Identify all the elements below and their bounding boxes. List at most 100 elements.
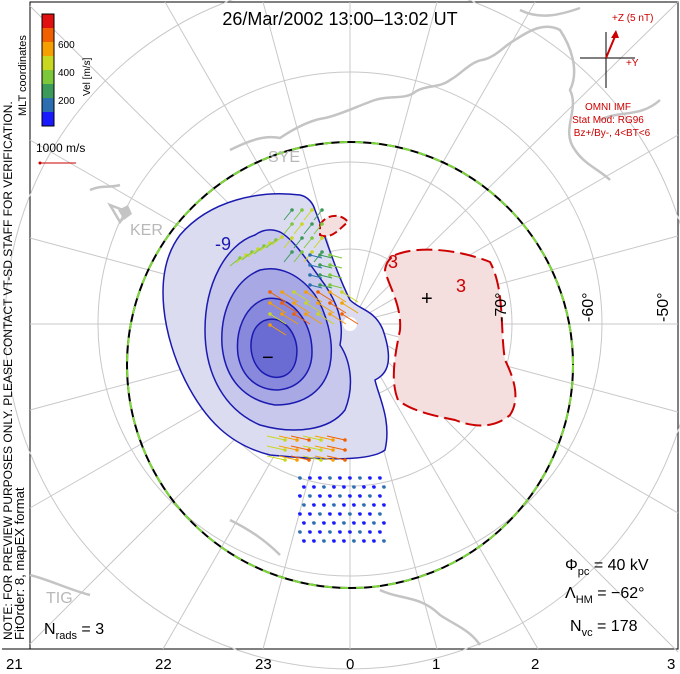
velocity-vector-146 [265,239,277,249]
velocity-vector-132 [319,264,333,269]
velocity-vector-90 [269,291,287,303]
velocity-vector-dot-129 [318,253,322,257]
velocity-vector-111 [269,324,287,336]
velocity-vector-dot-112 [290,208,294,212]
velocity-vector-147 [271,236,283,246]
velocity-vector-dot-31 [342,503,346,507]
velocity-vector-116 [283,223,293,235]
velocity-vector-136 [329,274,343,279]
velocity-vector-dot-120 [290,236,294,240]
velocity-vector-dot-71 [382,539,386,543]
imf-z-label: +Z (5 nT) [612,13,653,24]
velocity-vector-dot-80 [307,448,311,452]
velocity-vector-75 [302,435,322,441]
colorbar-seg-7 [42,14,54,28]
velocity-vector-dot-64 [312,539,316,543]
velocity-vector-dot-110 [340,312,344,316]
colorbar-tick-400: 400 [58,68,75,79]
velocity-vector-dot-85 [295,458,299,462]
coast-antarctic-peninsula [229,38,516,152]
velocity-vector-119 [313,223,323,235]
contour-neg-5 [250,318,298,379]
velocity-vector-dot-107 [304,312,308,316]
coast-north-east [519,6,661,122]
colorbar-title: Vel [m/s] [82,57,93,96]
velocity-vector-dot-20 [318,494,322,498]
hm-boundary-green [126,141,574,589]
velocity-vector-dot-81 [319,448,323,452]
contour-pos-1 [383,248,517,427]
velocity-vector-dot-0 [298,476,302,480]
velocity-vector-138 [319,284,333,289]
velocity-vector-dot-97 [268,301,272,305]
velocity-vector-92 [293,291,311,303]
vector-scale-label: 1000 m/s [36,141,85,155]
velocity-vector-dot-77 [343,438,347,442]
colorbar: 600 400 200 Vel [m/s] [41,13,93,127]
velocity-vector-dot-86 [307,458,311,462]
velocity-vector-dot-23 [348,494,352,498]
colorbar-seg-2 [42,84,54,98]
plot-title: 26/Mar/2002 13:00–13:02 UT [222,9,457,29]
velocity-vector-99 [293,302,311,314]
velocity-vector-dot-42 [358,512,362,516]
velocity-vector-dot-115 [320,208,324,212]
mlt-label-3: 3 [667,656,675,673]
velocity-vector-dot-22 [338,494,342,498]
station-label-sye: SYE [268,149,300,166]
velocity-vector-dot-11 [322,485,326,489]
velocity-vector-89 [326,455,346,461]
velocity-vector-dot-98 [280,301,284,305]
velocity-vector-144 [253,245,265,255]
velocity-vector-97 [269,302,287,314]
velocity-vector-88 [314,455,334,461]
velocity-vector-dot-16 [372,485,376,489]
mlt-axis: 21 22 23 0 1 2 3 [6,656,675,673]
velocity-vector-85 [278,455,298,461]
velocity-vector-dot-70 [372,539,376,543]
velocity-vector-dot-87 [319,458,323,462]
meridian-2 [349,323,539,650]
colorbar-seg-1 [42,98,54,112]
velocity-vector-dot-39 [328,512,332,516]
velocity-vector-dot-119 [320,222,324,226]
velocity-vector-dot-84 [283,458,287,462]
velocity-vector-dot-58 [338,530,342,534]
velocity-vector-82 [314,445,334,451]
colorbar-tick-600: 600 [58,40,75,51]
velocity-vector-dot-73 [295,438,299,442]
velocity-vector-dot-18 [298,494,302,498]
colorbar-tick-200: 200 [58,96,75,107]
mlt-label-22: 22 [155,656,172,673]
velocity-vector-dot-1 [308,476,312,480]
mlt-label-1: 1 [432,656,440,673]
velocity-vector-117 [293,223,303,235]
velocity-vector-dot-62 [378,530,382,534]
velocity-vector-134 [309,274,323,279]
mlt-label-2: 2 [531,656,539,673]
velocity-vector-dot-52 [372,521,376,525]
max-potential-marker: + [421,288,433,310]
imf-y-label: +Y [626,58,639,69]
velocity-vector-96 [341,291,359,303]
velocity-vector-dot-43 [368,512,372,516]
velocity-vector-dot-27 [302,503,306,507]
velocity-vector-124 [283,251,293,263]
velocity-vector-dot-126 [310,250,314,254]
velocity-vector-dot-113 [300,208,304,212]
velocity-vector-81 [302,445,322,451]
velocity-vector-dot-3 [328,476,332,480]
velocity-vector-dot-56 [318,530,322,534]
velocity-vector-dot-24 [358,494,362,498]
pos-cell [319,214,517,427]
velocity-vector-dot-40 [338,512,342,516]
velocity-vector-dot-121 [300,236,304,240]
imf-source-label: OMNI IMF [585,102,631,113]
velocity-vector-dot-47 [322,521,326,525]
velocity-vector-dot-45 [302,521,306,525]
lat-label-50: -50° [655,292,672,322]
velocity-vector-dot-132 [318,263,322,267]
velocity-vector-103 [341,302,359,314]
velocity-vector-dot-14 [352,485,356,489]
velocity-vector-dot-10 [312,485,316,489]
